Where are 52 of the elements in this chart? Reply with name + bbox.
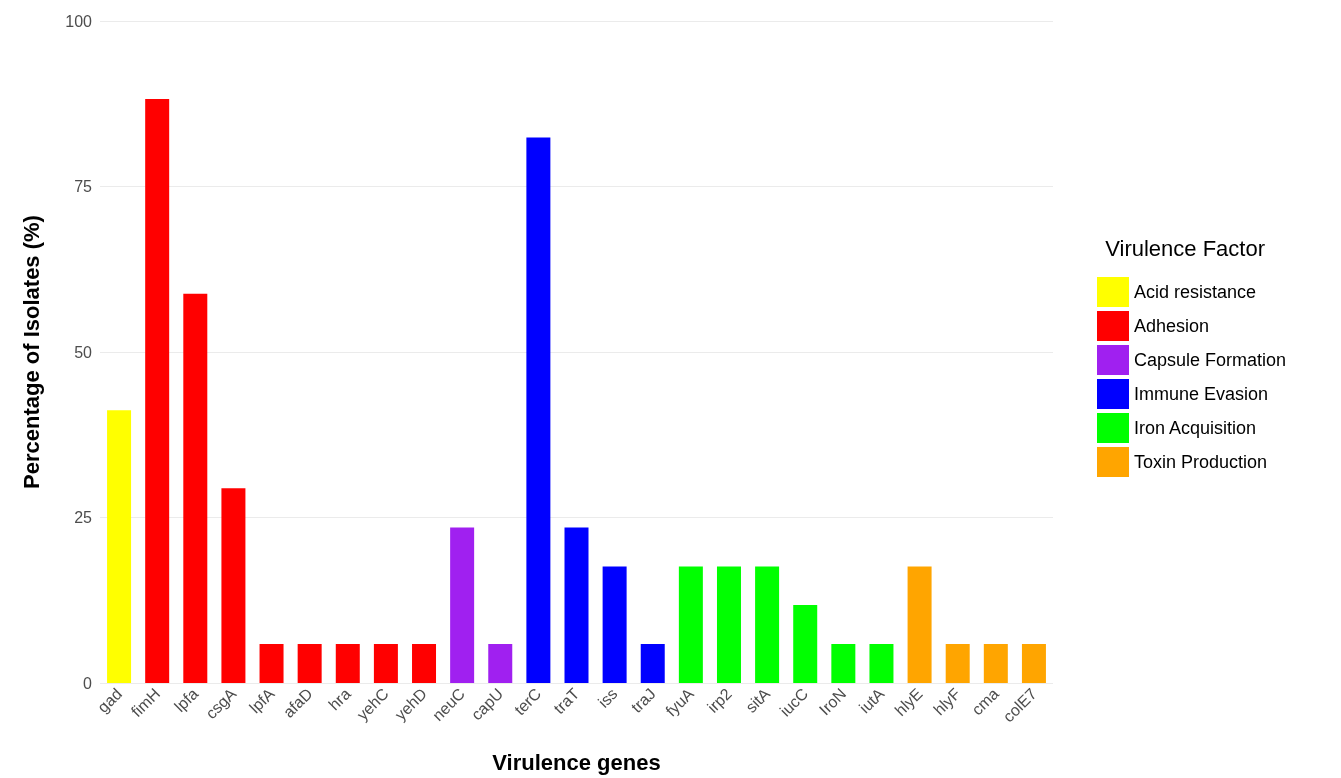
bar [450, 527, 475, 683]
y-axis-title: Percentage of Isolates (%) [18, 215, 44, 489]
bar [755, 566, 780, 683]
x-tick-label: traT [550, 684, 583, 718]
y-tick-label: 100 [65, 12, 93, 30]
bar [488, 643, 513, 683]
x-tick-label: irp2 [704, 684, 736, 716]
legend-label: Adhesion [1134, 316, 1210, 336]
x-tick-label: iss [594, 684, 621, 711]
x-tick-label: hra [325, 684, 354, 714]
bar [373, 643, 398, 683]
bar [183, 293, 208, 683]
bar [259, 643, 284, 683]
bar [869, 643, 894, 683]
x-tick-label: iutA [855, 684, 888, 717]
bar [107, 410, 132, 683]
bar [945, 643, 970, 683]
bar [640, 643, 665, 683]
legend-label: Capsule Formation [1134, 350, 1287, 370]
bar [983, 643, 1008, 683]
x-tick-label: IroN [815, 684, 850, 719]
bar [793, 604, 818, 683]
x-tick-label: lpfA [246, 684, 278, 717]
bar [335, 643, 360, 683]
y-tick-label: 75 [74, 178, 93, 195]
bar [907, 566, 932, 683]
bar [602, 566, 627, 683]
x-tick-label: sitA [742, 684, 774, 716]
bar [831, 643, 856, 683]
y-tick-label: 25 [74, 509, 93, 526]
legend-label: Acid resistance [1134, 282, 1257, 302]
bar [678, 566, 703, 683]
x-tick-label: lpfa [171, 684, 202, 716]
y-tick-label: 50 [74, 343, 93, 361]
x-axis-title: Virulence genes [492, 749, 661, 775]
bar [564, 527, 589, 683]
legend-title: Virulence Factor [1105, 235, 1265, 261]
x-tick-label: terC [511, 684, 545, 719]
bar [1021, 643, 1046, 683]
bar [297, 643, 322, 683]
legend-label: Toxin Production [1134, 452, 1268, 472]
x-tick-label: traJ [627, 684, 659, 716]
bar [145, 99, 170, 683]
legend-label: Iron Acquisition [1134, 418, 1257, 438]
y-tick-label: 0 [83, 674, 93, 692]
x-tick-label: fyuA [662, 684, 698, 720]
bar [221, 488, 246, 683]
bar [716, 566, 741, 683]
legend-label: Immune Evasion [1134, 384, 1269, 404]
bar [526, 137, 551, 683]
x-tick-label: cma [968, 684, 1002, 719]
bar [412, 643, 437, 683]
